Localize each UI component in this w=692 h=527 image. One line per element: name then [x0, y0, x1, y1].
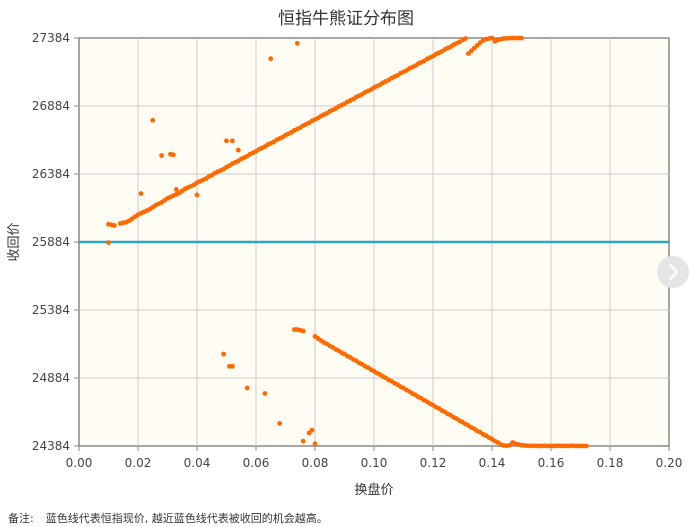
y-axis-ticks: 24384 24884 25384 25884 26384 26884 27384 [32, 31, 79, 453]
bull-point [112, 223, 117, 228]
x-tick-label: 0.20 [656, 456, 683, 470]
bull-point [173, 187, 179, 192]
bull-point [463, 36, 468, 41]
bull-point [268, 56, 274, 62]
data-points [106, 35, 589, 449]
x-tick-label: 0.12 [420, 456, 447, 470]
x-tick-label: 0.16 [538, 456, 565, 470]
bear-point [106, 240, 111, 245]
bull-point [224, 138, 229, 144]
bear-point [300, 328, 306, 334]
bear-point [244, 385, 250, 391]
x-axis-ticks: 0.00 0.02 0.04 0.06 0.08 0.10 0.12 0.14 0.16 0.18… [66, 446, 683, 470]
bull-point [138, 191, 144, 196]
x-tick-label: 0.04 [184, 456, 211, 470]
y-tick-label: 25384 [32, 303, 70, 317]
bear-point [584, 443, 589, 449]
chevron-right-icon [668, 263, 679, 281]
bull-point [519, 35, 524, 41]
chart-title: 恒指牛熊证分布图 [278, 9, 414, 29]
next-page-button[interactable] [657, 256, 689, 288]
x-tick-label: 0.00 [66, 456, 93, 470]
bull-point [235, 147, 241, 153]
bull-point [294, 40, 300, 46]
bull-point [489, 35, 495, 41]
bear-point [262, 391, 268, 396]
bear-point [221, 351, 226, 357]
bear-point [312, 441, 318, 447]
x-tick-label: 0.06 [243, 456, 270, 470]
y-tick-label: 25884 [32, 235, 70, 249]
footnote-text: 蓝色线代表恒指现价, 越近蓝色线代表被收回的机会越高。 [45, 512, 328, 525]
bull-point [194, 192, 200, 198]
bull-point [159, 153, 165, 158]
x-tick-label: 0.14 [479, 456, 506, 470]
x-tick-label: 0.02 [125, 456, 152, 470]
bull-point [230, 138, 235, 144]
y-tick-label: 26384 [32, 167, 70, 181]
y-axis-title: 收回价 [7, 222, 22, 261]
x-tick-label: 0.18 [597, 456, 624, 470]
x-tick-label: 0.10 [361, 456, 388, 470]
bear-point [230, 363, 235, 369]
grid [79, 38, 669, 446]
y-tick-label: 24384 [32, 439, 70, 453]
bull-point [171, 152, 176, 158]
bear-point [306, 430, 312, 436]
chart: 恒指牛熊证分布图 0.00 0.02 0.04 0.06 0.08 0.10 0.12 0.1… [7, 9, 683, 498]
footnote-label: 备注: [8, 512, 34, 525]
x-axis-title: 换盘价 [354, 482, 393, 498]
bear-point [277, 421, 282, 426]
y-tick-label: 27384 [32, 31, 70, 45]
x-tick-label: 0.08 [302, 456, 329, 470]
bull-point [150, 117, 156, 123]
bear-point [300, 438, 306, 444]
y-tick-label: 26884 [32, 99, 70, 113]
footnote: 备注: 蓝色线代表恒指现价, 越近蓝色线代表被收回的机会越高。 [8, 510, 328, 526]
y-tick-label: 24884 [32, 371, 70, 385]
